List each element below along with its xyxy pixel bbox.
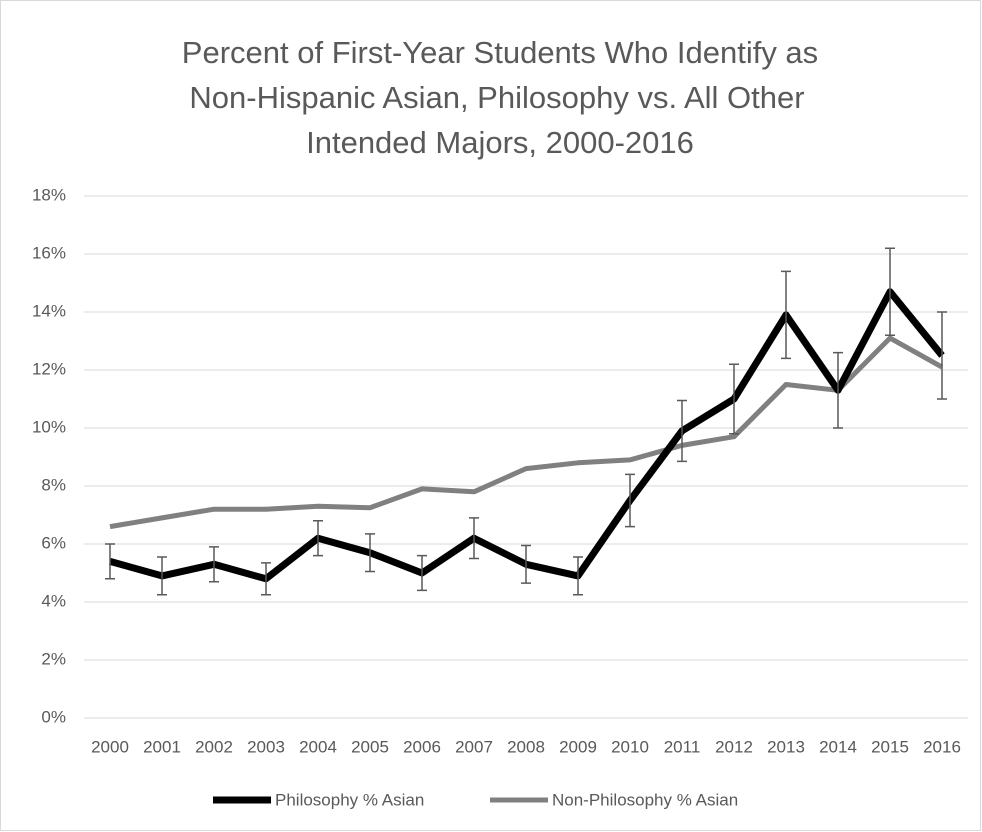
error-bar xyxy=(157,556,167,596)
error-bar xyxy=(729,363,739,435)
error-bar xyxy=(677,399,687,463)
y-tick-label: 10% xyxy=(32,417,66,436)
y-tick-label: 6% xyxy=(41,533,66,552)
x-tick-label: 2014 xyxy=(819,737,857,756)
y-tick-label: 8% xyxy=(41,475,66,494)
x-tick-label: 2016 xyxy=(923,737,961,756)
error-bar xyxy=(521,544,531,584)
y-tick-label: 12% xyxy=(32,359,66,378)
x-tick-label: 2010 xyxy=(611,737,649,756)
x-tick-label: 2013 xyxy=(767,737,805,756)
error-bar xyxy=(469,517,479,560)
error-bar xyxy=(781,270,791,360)
error-bar xyxy=(417,554,427,592)
x-tick-label: 2006 xyxy=(403,737,441,756)
legend-label: Philosophy % Asian xyxy=(275,790,424,809)
error-bar xyxy=(209,546,219,583)
error-bar xyxy=(833,351,843,429)
error-bar xyxy=(937,311,947,400)
error-bar xyxy=(885,247,895,336)
x-tick-label: 2002 xyxy=(195,737,233,756)
legend-label: Non-Philosophy % Asian xyxy=(552,790,738,809)
x-tick-label: 2005 xyxy=(351,737,389,756)
x-tick-label: 2012 xyxy=(715,737,753,756)
y-tick-label: 16% xyxy=(32,243,66,262)
y-tick-label: 4% xyxy=(41,591,66,610)
error-bar xyxy=(625,473,635,528)
error-bar xyxy=(313,520,323,557)
y-tick-label: 14% xyxy=(32,301,66,320)
y-tick-label: 2% xyxy=(41,649,66,668)
error-bar xyxy=(365,533,375,573)
chart-title: Intended Majors, 2000-2016 xyxy=(306,125,694,160)
y-tick-label: 0% xyxy=(41,707,66,726)
error-bar xyxy=(261,562,271,596)
error-bar xyxy=(105,543,115,580)
x-tick-label: 2007 xyxy=(455,737,493,756)
x-tick-label: 2004 xyxy=(299,737,337,756)
chart-title: Non-Hispanic Asian, Philosophy vs. All O… xyxy=(189,80,804,115)
y-tick-label: 18% xyxy=(32,185,66,204)
error-bar xyxy=(573,556,583,596)
x-tick-label: 2009 xyxy=(559,737,597,756)
x-tick-label: 2008 xyxy=(507,737,545,756)
chart-title: Percent of First-Year Students Who Ident… xyxy=(182,35,818,70)
x-tick-label: 2003 xyxy=(247,737,285,756)
x-tick-label: 2001 xyxy=(143,737,181,756)
x-tick-label: 2000 xyxy=(91,737,129,756)
x-tick-label: 2015 xyxy=(871,737,909,756)
series-line xyxy=(109,335,944,530)
x-tick-label: 2011 xyxy=(664,737,701,756)
